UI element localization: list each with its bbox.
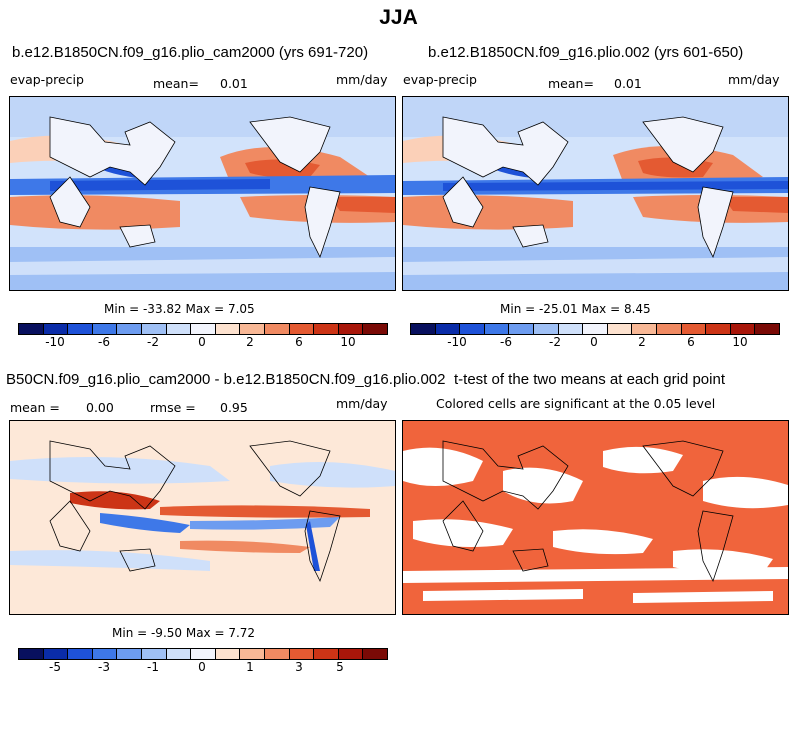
colorbar-box (363, 649, 387, 659)
panel2-title: b.e12.B1850CN.f09_g16.plio.002 (yrs 601-… (428, 44, 744, 61)
panel4-map-graphic (403, 440, 788, 603)
panel2-tick: -6 (500, 335, 512, 349)
colorbar-box (558, 324, 584, 334)
colorbar-box (338, 649, 364, 659)
panel3-rmse-value: 0.95 (220, 400, 248, 415)
colorbar-box (68, 324, 93, 334)
panel1-variable: evap-precip (10, 72, 84, 87)
panel1-units: mm/day (336, 72, 388, 87)
panel1-mean-label: mean= (153, 76, 199, 91)
colorbar-box (117, 324, 142, 334)
colorbar-box (92, 649, 118, 659)
panel1-tick: 10 (340, 335, 356, 349)
panel1-map-graphic (10, 97, 395, 290)
colorbar-box (166, 649, 192, 659)
colorbar-box (435, 324, 461, 334)
colorbar-box (240, 324, 265, 334)
colorbar-box (240, 649, 265, 659)
colorbar-box (289, 324, 315, 334)
panel3-map (9, 420, 396, 615)
panel3-tick: -1 (147, 660, 159, 674)
colorbar-box (141, 324, 167, 334)
panel4-subtitle: Colored cells are significant at the 0.0… (436, 396, 716, 411)
colorbar-box (43, 649, 69, 659)
panel1-tick: 0 (198, 335, 206, 349)
panel2-tick: -10 (447, 335, 467, 349)
panel1-title: b.e12.B1850CN.f09_g16.plio_cam2000 (yrs … (12, 44, 369, 61)
panel4-map (402, 420, 789, 615)
colorbar-box (68, 649, 93, 659)
colorbar-box (730, 324, 756, 334)
panel3-colorbar (18, 648, 388, 660)
colorbar-box (411, 324, 436, 334)
panel3-title: B50CN.f09_g16.plio_cam2000 - b.e12.B1850… (6, 371, 446, 388)
page-title: JJA (379, 6, 418, 29)
panel2-map-graphic (403, 97, 788, 290)
colorbar-box (289, 649, 315, 659)
colorbar-box (314, 649, 339, 659)
colorbar-box (314, 324, 339, 334)
panel1-tick: -6 (98, 335, 110, 349)
panel3-tick: 3 (295, 660, 303, 674)
colorbar-box (19, 324, 44, 334)
panel2-tick: 0 (590, 335, 598, 349)
panel2-tick: -2 (549, 335, 561, 349)
colorbar-box (755, 324, 779, 334)
colorbar-box (264, 324, 290, 334)
panel2-minmax: Min = -25.01 Max = 8.45 (500, 302, 651, 316)
colorbar-box (43, 324, 69, 334)
panel1-minmax: Min = -33.82 Max = 7.05 (104, 302, 255, 316)
colorbar-box (632, 324, 657, 334)
panel1-tick: -10 (45, 335, 65, 349)
panel3-tick: -3 (98, 660, 110, 674)
colorbar-box (191, 649, 216, 659)
colorbar-box (215, 649, 241, 659)
colorbar-box (19, 649, 44, 659)
panel2-tick: 10 (732, 335, 748, 349)
panel3-tick: 5 (336, 660, 344, 674)
colorbar-box (264, 649, 290, 659)
colorbar-box (166, 324, 192, 334)
panel3-rmse-label: rmse = (150, 400, 196, 415)
panel2-mean-value: 0.01 (614, 76, 642, 91)
panel3-tick: -5 (49, 660, 61, 674)
panel2-map (402, 96, 789, 291)
colorbar-box (583, 324, 608, 334)
panel1-map (9, 96, 396, 291)
panel1-tick: 2 (246, 335, 254, 349)
colorbar-box (191, 324, 216, 334)
colorbar-box (607, 324, 633, 334)
panel1-tick: -2 (147, 335, 159, 349)
panel1-mean-value: 0.01 (220, 76, 248, 91)
panel2-tick: 2 (638, 335, 646, 349)
panel3-mean-label: mean = (10, 400, 60, 415)
colorbar-box (338, 324, 364, 334)
colorbar-box (509, 324, 534, 334)
colorbar-box (460, 324, 485, 334)
colorbar-box (92, 324, 118, 334)
colorbar-box (215, 324, 241, 334)
panel2-colorbar (410, 323, 780, 335)
colorbar-box (484, 324, 510, 334)
colorbar-box (117, 649, 142, 659)
colorbar-box (706, 324, 731, 334)
panel3-mean-value: 0.00 (86, 400, 114, 415)
panel1-colorbar (18, 323, 388, 335)
colorbar-box (681, 324, 707, 334)
panel2-variable: evap-precip (403, 72, 477, 87)
panel2-tick: 6 (687, 335, 695, 349)
colorbar-box (141, 649, 167, 659)
panel3-map-graphic (10, 440, 395, 583)
panel4-title: t-test of the two means at each grid poi… (452, 371, 725, 388)
panel3-minmax: Min = -9.50 Max = 7.72 (112, 626, 256, 640)
colorbar-box (363, 324, 387, 334)
panel1-tick: 6 (295, 335, 303, 349)
panel2-mean-label: mean= (548, 76, 594, 91)
panel3-tick: 0 (198, 660, 206, 674)
panel3-units: mm/day (336, 396, 388, 411)
colorbar-box (533, 324, 559, 334)
colorbar-box (656, 324, 682, 334)
panel3-tick: 1 (246, 660, 254, 674)
panel2-units: mm/day (728, 72, 780, 87)
